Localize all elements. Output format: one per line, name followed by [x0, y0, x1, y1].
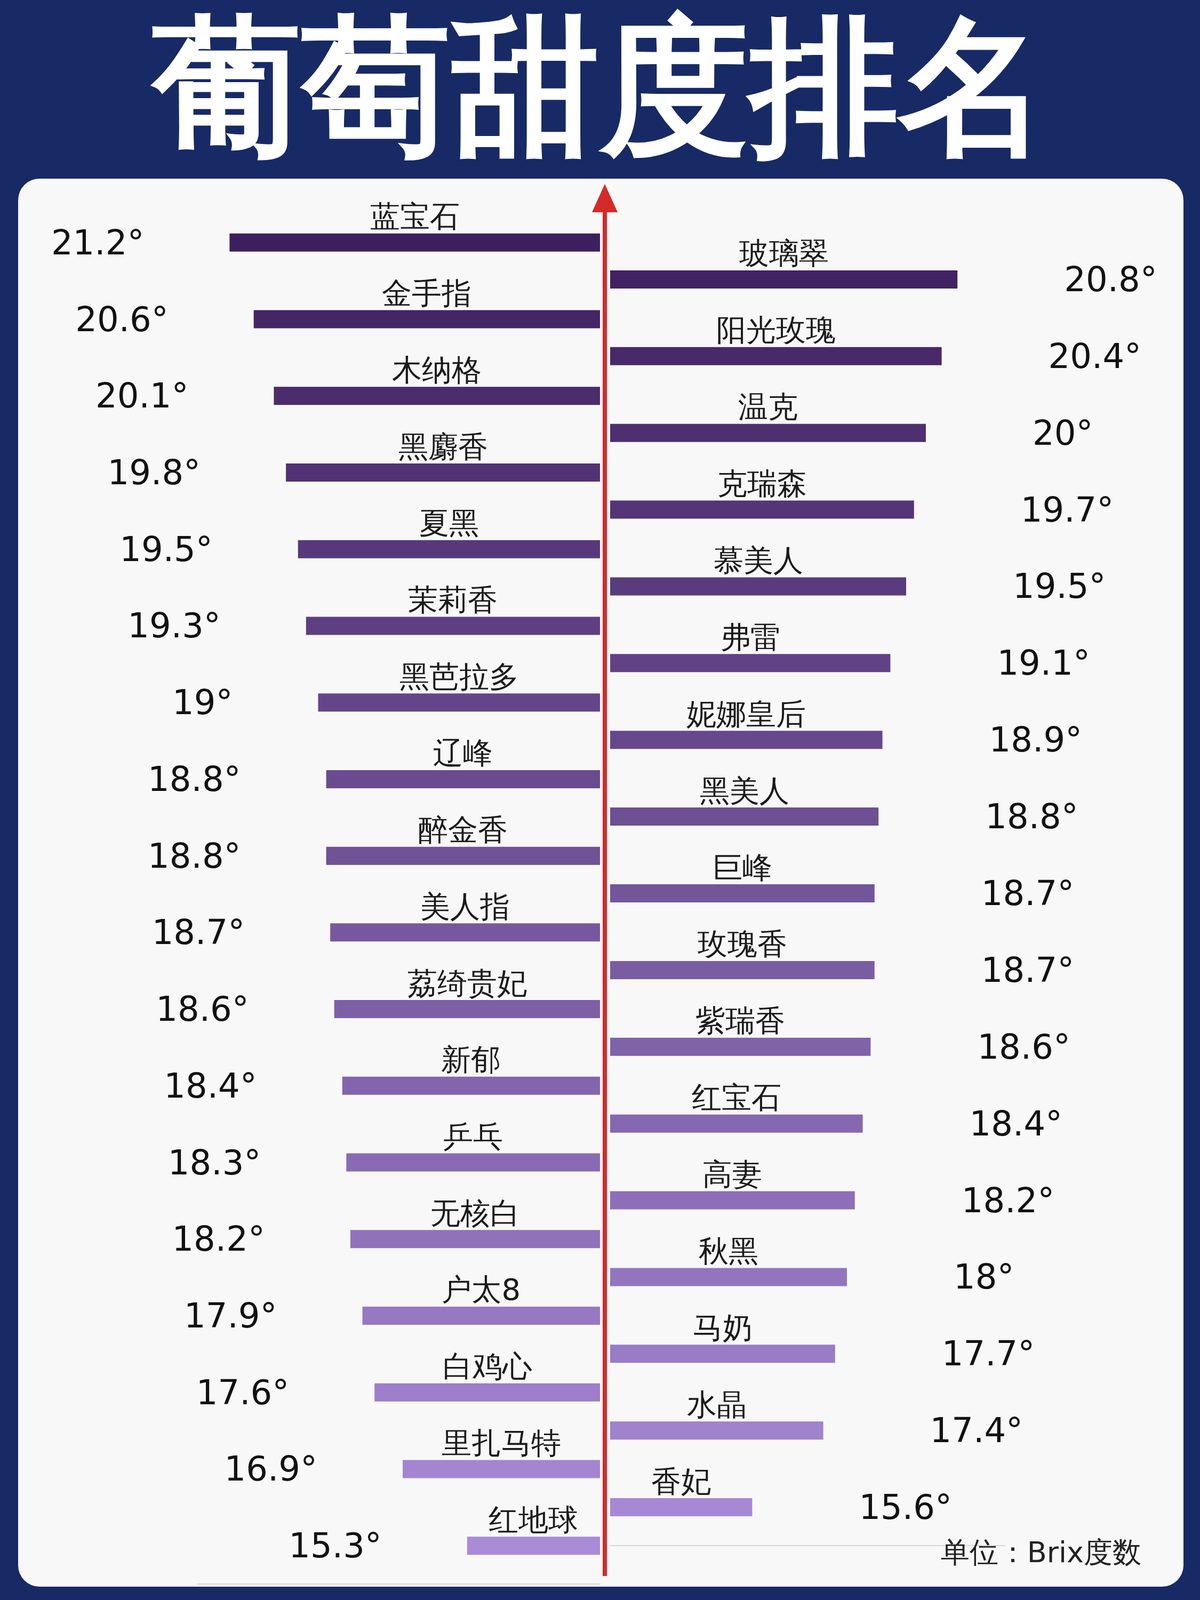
svg-text:19.5°: 19.5° — [119, 529, 213, 570]
svg-text:茉莉香: 茉莉香 — [408, 582, 498, 618]
svg-text:金手指: 金手指 — [381, 275, 472, 311]
svg-text:黑芭拉多: 黑芭拉多 — [399, 659, 519, 694]
svg-text:20.6°: 20.6° — [75, 299, 169, 340]
svg-text:辽峰: 辽峰 — [433, 735, 493, 771]
svg-text:17.7°: 17.7° — [941, 1333, 1036, 1374]
svg-text:蓝宝石: 蓝宝石 — [370, 198, 460, 234]
svg-text:木纳格: 木纳格 — [392, 352, 482, 388]
svg-text:18.7°: 18.7° — [981, 873, 1075, 914]
svg-text:高妻: 高妻 — [702, 1156, 763, 1192]
svg-text:阳光玫瑰: 阳光玫瑰 — [716, 312, 836, 348]
svg-text:温克: 温克 — [738, 389, 798, 424]
svg-text:弗雷: 弗雷 — [720, 619, 781, 655]
svg-text:20.4°: 20.4° — [1048, 336, 1142, 376]
svg-text:18.2°: 18.2° — [961, 1180, 1055, 1221]
svg-text:19.1°: 19.1° — [996, 643, 1091, 683]
svg-text:巨峰: 巨峰 — [712, 850, 773, 885]
svg-text:18.9°: 18.9° — [989, 720, 1083, 760]
svg-text:19.7°: 19.7° — [1020, 490, 1115, 530]
svg-text:18.7°: 18.7° — [152, 912, 246, 952]
svg-text:18.6°: 18.6° — [155, 989, 250, 1029]
svg-text:20.8°: 20.8° — [1064, 259, 1158, 300]
svg-text:香妃: 香妃 — [651, 1464, 711, 1499]
svg-text:17.4°: 17.4° — [930, 1410, 1024, 1451]
svg-text:玫瑰香: 玫瑰香 — [697, 926, 788, 962]
svg-text:18.7°: 18.7° — [981, 950, 1075, 990]
svg-text:18.4°: 18.4° — [163, 1066, 258, 1106]
svg-text:15.3°: 15.3° — [288, 1525, 382, 1566]
svg-text:黑美人: 黑美人 — [699, 773, 790, 808]
svg-text:克瑞森: 克瑞森 — [717, 466, 807, 501]
svg-text:水晶: 水晶 — [686, 1387, 747, 1422]
svg-text:19.8°: 19.8° — [107, 452, 202, 493]
svg-text:20°: 20° — [1032, 413, 1093, 453]
svg-text:21.2°: 21.2° — [51, 222, 145, 263]
svg-text:黑麝香: 黑麝香 — [398, 429, 488, 464]
svg-text:18.3°: 18.3° — [168, 1142, 262, 1183]
svg-text:单位：Brix度数: 单位：Brix度数 — [940, 1535, 1142, 1570]
svg-text:里扎马特: 里扎马特 — [441, 1425, 562, 1461]
svg-text:乒乓: 乒乓 — [443, 1118, 503, 1154]
svg-text:19°: 19° — [172, 682, 233, 723]
svg-text:15.6°: 15.6° — [858, 1487, 952, 1527]
svg-text:17.6°: 17.6° — [196, 1372, 290, 1413]
svg-text:醉金香: 醉金香 — [418, 812, 508, 847]
svg-text:紫瑞香: 紫瑞香 — [695, 1003, 786, 1038]
svg-text:18.2°: 18.2° — [171, 1219, 266, 1259]
svg-text:19.5°: 19.5° — [1012, 566, 1107, 606]
svg-text:17.9°: 17.9° — [184, 1296, 278, 1336]
svg-text:慕美人: 慕美人 — [713, 542, 804, 578]
svg-text:红宝石: 红宝石 — [691, 1080, 782, 1115]
svg-text:16.9°: 16.9° — [224, 1449, 318, 1489]
svg-text:红地球: 红地球 — [488, 1502, 579, 1538]
svg-text:美人指: 美人指 — [420, 889, 510, 924]
svg-text:玻璃翠: 玻璃翠 — [739, 235, 829, 271]
svg-text:20.1°: 20.1° — [95, 376, 189, 416]
svg-text:白鸡心: 白鸡心 — [442, 1348, 533, 1384]
svg-text:18.8°: 18.8° — [147, 759, 242, 799]
svg-text:马奶: 马奶 — [692, 1310, 753, 1346]
svg-text:夏黑: 夏黑 — [419, 505, 479, 541]
svg-text:秋黑: 秋黑 — [698, 1233, 759, 1269]
svg-text:18.8°: 18.8° — [147, 836, 242, 876]
svg-text:18.4°: 18.4° — [969, 1104, 1063, 1144]
svg-text:荔绮贵妃: 荔绮贵妃 — [407, 965, 527, 1001]
svg-text:新郁: 新郁 — [441, 1042, 501, 1077]
svg-text:18°: 18° — [953, 1257, 1014, 1297]
svg-text:无核白: 无核白 — [430, 1195, 520, 1231]
svg-text:18.8°: 18.8° — [985, 796, 1079, 837]
svg-text:19.3°: 19.3° — [127, 605, 221, 646]
svg-text:户太8: 户太8 — [441, 1272, 521, 1307]
svg-text:18.6°: 18.6° — [977, 1027, 1071, 1067]
svg-text:妮娜皇后: 妮娜皇后 — [686, 696, 806, 732]
svg-text:葡萄甜度排名: 葡萄甜度排名 — [149, 0, 1048, 174]
